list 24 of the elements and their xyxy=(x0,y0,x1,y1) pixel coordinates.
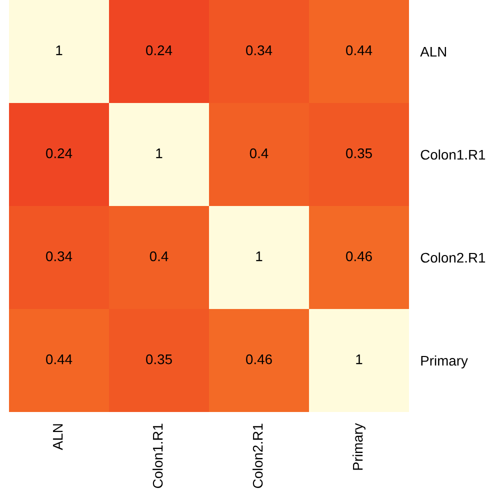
data-label: 0.34 xyxy=(246,45,272,56)
y-tick-label: Colon2.R1 xyxy=(420,252,486,263)
data-label: 1 xyxy=(256,252,262,262)
data-label: 1 xyxy=(56,46,62,56)
data-label: 0.24 xyxy=(46,148,72,158)
data-label: 0.4 xyxy=(250,148,268,158)
data-label: 1 xyxy=(356,354,362,364)
data-label: 0.4 xyxy=(150,251,168,262)
data-label: 0.46 xyxy=(246,354,272,364)
y-tick-label: Colon1.R1 xyxy=(420,149,486,160)
data-label: 0.44 xyxy=(46,354,72,364)
data-label: 1 xyxy=(156,148,162,158)
data-label: 0.24 xyxy=(146,45,172,56)
x-tick-label: ALN xyxy=(53,424,63,450)
x-tick-label: Colon2.R1 xyxy=(252,424,263,488)
x-tick-label: Primary xyxy=(352,423,366,470)
data-label: 0.34 xyxy=(46,251,72,262)
y-tick-label: Primary xyxy=(421,355,468,368)
data-label: 0.35 xyxy=(346,148,372,158)
data-label: 0.44 xyxy=(346,45,372,56)
data-label: 0.46 xyxy=(346,251,372,262)
data-label: 0.35 xyxy=(146,354,172,364)
x-tick-label: Colon1.R1 xyxy=(152,424,163,488)
y-tick-label: ALN xyxy=(420,46,446,57)
